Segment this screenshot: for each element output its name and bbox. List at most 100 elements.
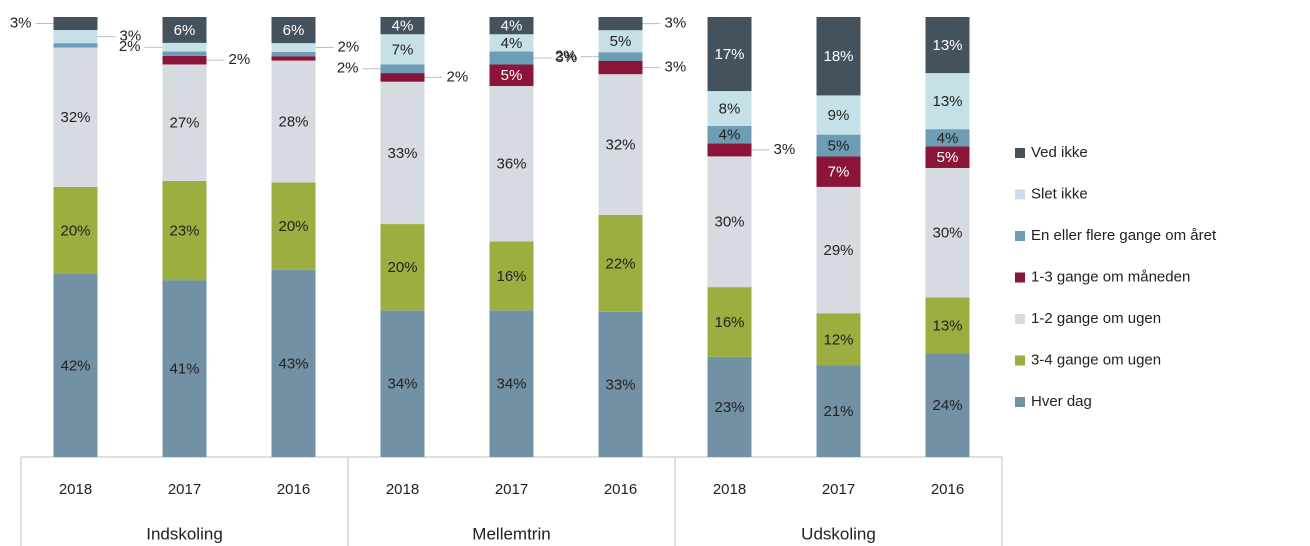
legend-swatch [1015,397,1025,407]
data-label: 4% [719,127,741,144]
bar-segment [598,30,643,53]
x-tick-label: 2018 [713,481,746,498]
bar-segment [598,215,643,312]
data-label: 36% [496,156,526,173]
bar-segment [707,143,752,157]
legend-label: Slet ikke [1031,185,1088,202]
data-label: 5% [937,149,959,166]
bar-segment [598,17,643,31]
bar-segment [707,356,752,457]
legend-label: 1-3 gange om måneden [1031,268,1190,285]
data-label: 3% [774,141,796,158]
data-label: 18% [823,48,853,65]
legend-label: 1-2 gange om ugen [1031,310,1161,327]
bar-segment [271,182,316,270]
x-tick-label: 2018 [59,481,92,498]
data-label: 12% [823,331,853,348]
data-label: 9% [828,107,850,124]
data-label: 5% [828,137,850,154]
data-label: 4% [392,18,414,35]
data-label: 2% [337,60,359,77]
data-label: 3% [120,28,142,45]
bar-segment [162,42,207,52]
bar-segment [707,287,752,357]
legend-swatch [1015,314,1025,324]
data-label: 4% [937,130,959,147]
group-label: Udskoling [801,524,876,543]
data-label: 23% [714,399,744,416]
data-label: 13% [932,317,962,334]
bar-segment [598,52,643,61]
data-label: 13% [932,93,962,110]
bar-segment [489,64,534,87]
bar-segment [271,17,316,44]
legend-swatch [1015,355,1025,366]
bar-segment [925,167,970,298]
group-label: Mellemtrin [472,524,550,543]
data-label: 2% [229,51,251,68]
data-label: 6% [283,22,305,39]
data-label: 23% [169,222,199,239]
data-label: 5% [610,33,632,50]
bar-segment [925,146,970,168]
bar-segment [598,61,643,75]
data-label: 20% [278,218,308,235]
bar-segment [925,73,970,130]
bar-segment [707,125,752,144]
bar-segment [380,17,425,35]
legend-label: En eller flere gange om året [1031,227,1217,244]
data-label: 7% [392,41,414,58]
data-label: 5% [501,67,523,84]
x-tick-label: 2016 [604,481,637,498]
bar-segment [53,186,98,275]
bar-segment [489,34,534,52]
bar-segment [162,51,207,56]
data-label: 33% [605,376,635,393]
data-label: 24% [932,397,962,414]
data-label: 32% [605,137,635,154]
data-label: 30% [714,214,744,231]
data-label: 17% [714,46,744,63]
group-label: Indskoling [146,524,223,543]
legend-swatch [1015,231,1025,241]
bar-segment [816,186,861,314]
bar-segment [53,47,98,187]
data-label: 2% [338,38,360,55]
data-label: 21% [823,403,853,420]
data-label: 27% [169,115,199,132]
bar-segment [489,17,534,35]
data-label: 22% [605,255,635,272]
bar-segment [816,313,861,366]
data-label: 2% [555,48,577,65]
bar-segment [162,180,207,281]
data-label: 34% [387,376,417,393]
data-label: 16% [496,268,526,285]
bar-segment [816,365,861,457]
bar-segment [707,156,752,288]
bar-segment [53,17,98,31]
bar-segment [816,156,861,187]
bar-segment [271,43,316,52]
bar-segment [489,86,534,242]
bar-segment [489,310,534,457]
bar-segment [162,17,207,43]
data-label: 4% [501,18,523,35]
bar-segment [380,224,425,311]
legend-label: 3-4 gange om ugen [1031,351,1161,368]
bar-segment [925,17,970,74]
data-label: 34% [496,376,526,393]
data-label: 16% [714,314,744,331]
legend-swatch [1015,148,1025,158]
data-label: 4% [501,35,523,52]
bar-segment [53,43,98,48]
bar-segment [53,274,98,457]
data-label: 8% [719,100,741,117]
bar-segment [598,311,643,457]
data-label: 43% [278,355,308,372]
bar-segment [707,17,752,92]
bar-segment [489,51,534,65]
bar-segment [271,51,316,57]
data-label: 13% [932,37,962,54]
data-label: 2% [447,68,469,85]
